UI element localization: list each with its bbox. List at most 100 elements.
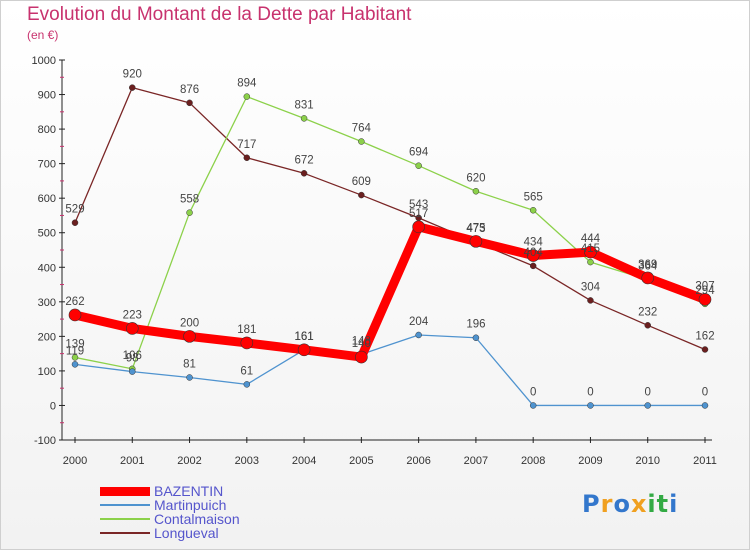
data-label: 0 (530, 386, 536, 398)
data-label: 529 (65, 204, 84, 216)
series-longueval (71, 84, 709, 353)
data-point (243, 93, 251, 100)
data-point (526, 249, 540, 262)
data-labels: 5299208767176726095434734043042321621391… (65, 69, 715, 399)
data-label: 139 (65, 338, 84, 350)
legend-label: BAZENTIN (154, 483, 224, 499)
data-point (358, 138, 365, 145)
data-label: 200 (180, 317, 199, 329)
data-label: 444 (581, 233, 601, 245)
data-label: 0 (587, 386, 593, 398)
brand-letter: r (600, 490, 614, 518)
data-point (186, 99, 193, 107)
data-label: 161 (294, 331, 313, 343)
data-point (71, 354, 79, 361)
data-label: 106 (123, 350, 142, 362)
data-label: 0 (702, 386, 708, 398)
data-label: 764 (352, 123, 372, 135)
x-tick-label: 2011 (693, 455, 717, 467)
y-tick-label: 1000 (32, 55, 56, 67)
data-point (358, 191, 365, 199)
x-tick-label: 2003 (235, 455, 259, 467)
data-point (300, 115, 308, 122)
y-tick-label: 100 (38, 366, 56, 378)
data-label: 162 (695, 330, 714, 342)
data-point (412, 220, 425, 234)
data-point (125, 322, 139, 335)
data-point (129, 368, 136, 375)
x-tick-label: 2009 (578, 455, 602, 467)
y-tick-label: -100 (34, 435, 56, 447)
data-point (472, 334, 480, 341)
data-label: 119 (66, 345, 84, 357)
brand-letter: i (669, 490, 679, 518)
data-label: 920 (123, 69, 142, 81)
data-label: 475 (466, 222, 485, 234)
data-point (183, 330, 196, 343)
y-tick-label: 500 (38, 228, 56, 240)
data-point (529, 402, 537, 409)
data-label: 415 (581, 243, 600, 255)
data-label: 831 (294, 99, 313, 111)
data-point (644, 402, 651, 409)
y-tick-label: 0 (50, 400, 56, 412)
unit-label: (en €) (27, 28, 59, 42)
x-tick-label: 2007 (464, 455, 488, 467)
y-tick-label: 300 (38, 297, 56, 309)
data-label: 148 (352, 335, 371, 347)
legend-swatch (100, 518, 150, 520)
data-label: 876 (180, 84, 199, 96)
data-label: 307 (695, 280, 714, 292)
data-point (355, 350, 368, 364)
data-point (641, 271, 655, 285)
data-label: 517 (409, 208, 428, 220)
y-tick-label: 900 (38, 90, 56, 102)
data-point (71, 361, 79, 368)
data-point (469, 235, 483, 248)
series-line (70, 222, 710, 362)
data-point (587, 402, 594, 409)
data-point (297, 343, 311, 357)
y-tick-label: 700 (38, 159, 56, 171)
data-label: 473 (466, 223, 485, 235)
data-point (701, 402, 709, 409)
data-point (698, 293, 712, 306)
data-label: 369 (638, 259, 657, 271)
brand-letter: t (656, 490, 670, 518)
data-label: 262 (65, 296, 84, 308)
series-martinpuich (71, 331, 709, 409)
data-point (240, 336, 254, 350)
y-tick-label: 400 (38, 262, 56, 274)
y-tick-label: 600 (38, 193, 56, 205)
data-label: 0 (645, 386, 651, 398)
axes: -100 0 100 2003 0 0 400 500 600 700 800 900 1000 200 0… (32, 55, 717, 467)
brand-letter: i (647, 490, 657, 518)
data-label: 434 (524, 237, 544, 249)
line-chart: -100 0 100 2003 0 0 400 500 600 700 800 900 1000 200 0… (32, 55, 717, 467)
data-point (129, 84, 136, 91)
legend-label: Martinpuich (154, 497, 227, 513)
data-label: 543 (409, 199, 428, 211)
data-point (587, 258, 594, 266)
data-point (186, 374, 193, 381)
brand-letter: P (582, 490, 601, 518)
brand-letter: x (630, 490, 648, 518)
legend-label: Longueval (154, 525, 219, 541)
y-tick-label: 800 (38, 124, 56, 136)
data-label: 672 (294, 154, 313, 166)
data-point (415, 162, 422, 169)
data-label: 232 (638, 306, 657, 318)
data-label: 98 (126, 353, 139, 365)
chart-title: Evolution du Montant de la Dette par Hab… (27, 4, 412, 25)
data-point (644, 322, 651, 329)
data-point (587, 297, 594, 304)
data-label: 404 (524, 247, 544, 259)
data-label: 140 (352, 338, 371, 350)
legend-swatch (100, 532, 150, 534)
data-point (529, 262, 537, 270)
series-bazentin (68, 220, 712, 364)
data-label: 558 (180, 194, 199, 206)
data-label: 61 (240, 365, 253, 377)
data-point (186, 209, 193, 216)
